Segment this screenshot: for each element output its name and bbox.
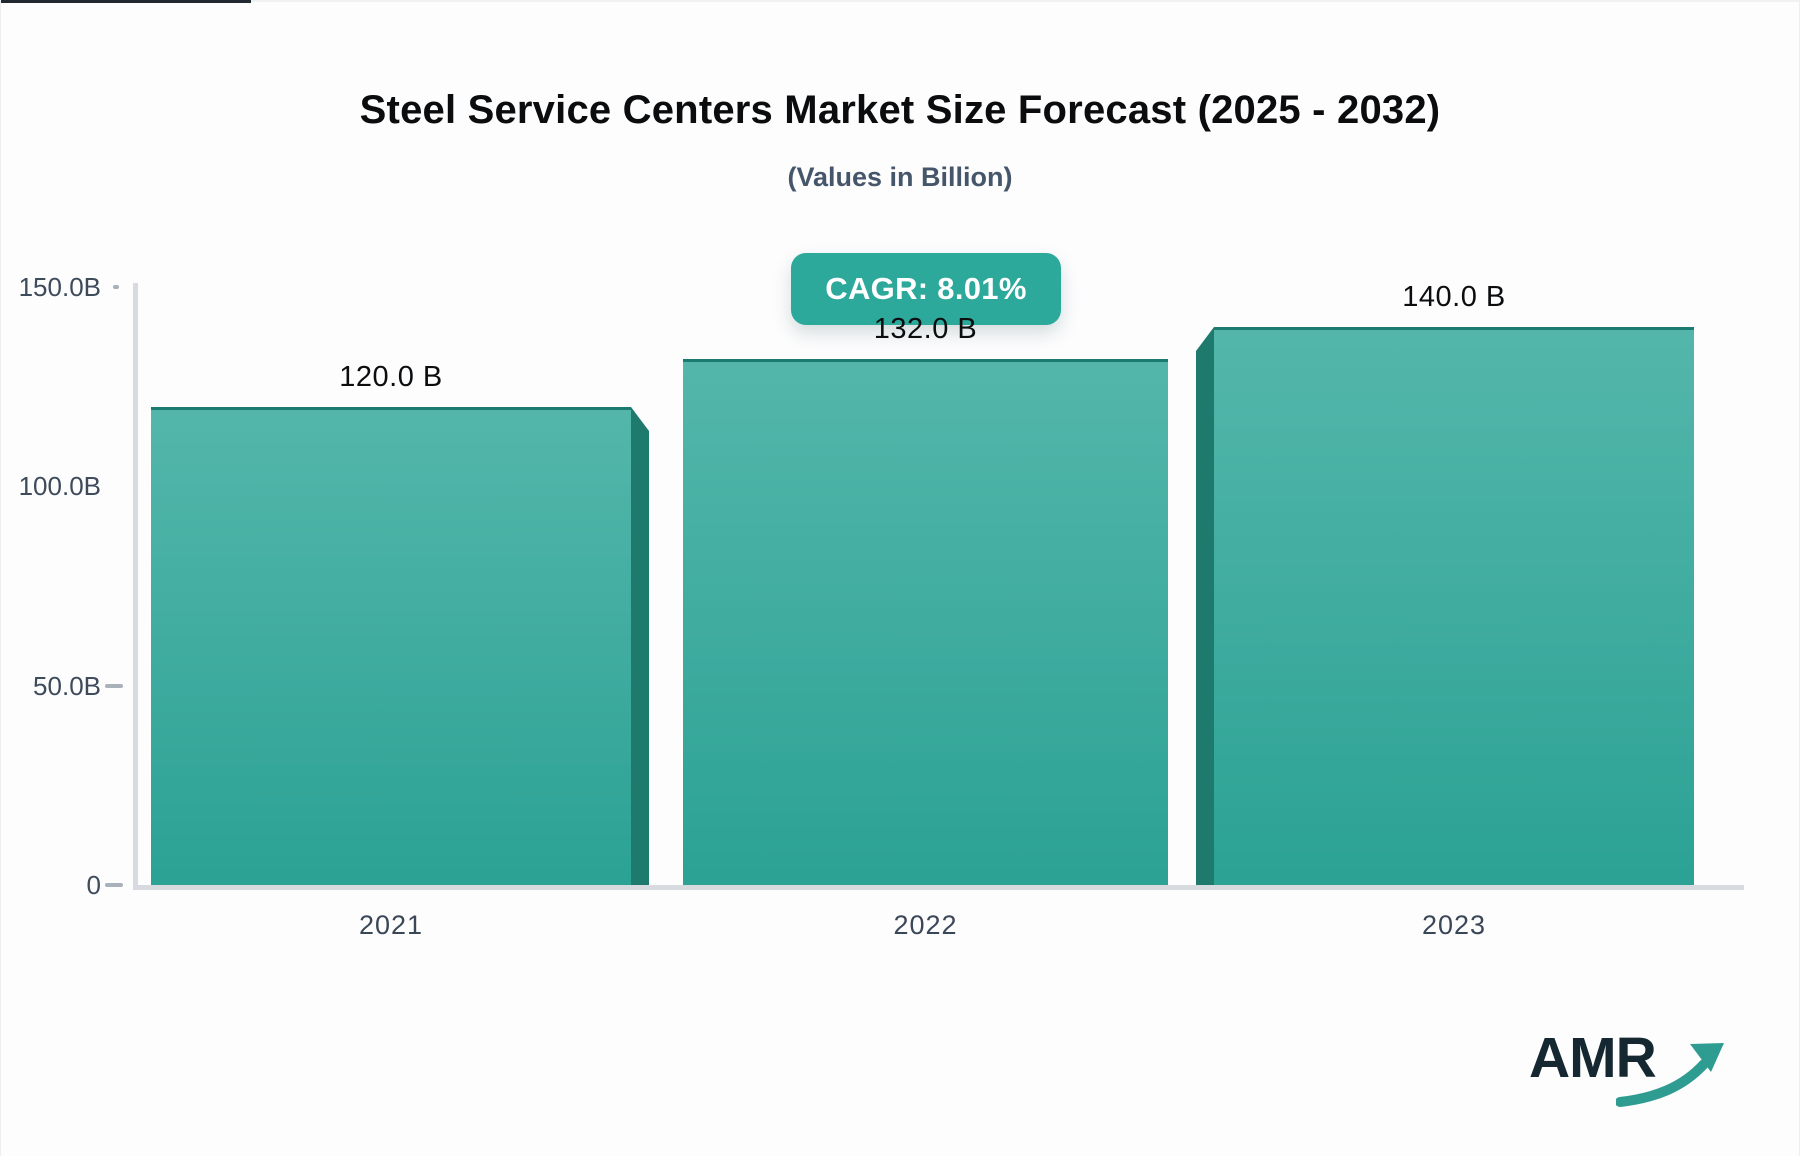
bar-value-label: 132.0 B bbox=[873, 313, 978, 345]
growth-arrow-icon bbox=[1615, 1043, 1724, 1107]
y-tick-mark bbox=[113, 285, 119, 289]
top-dark-segment bbox=[1, 0, 251, 3]
amr-logo-text: AMR bbox=[1529, 1026, 1657, 1090]
chart-subtitle: (Values in Billion) bbox=[787, 162, 1013, 192]
y-tick-label: 0 bbox=[86, 870, 101, 900]
x-category-label: 2022 bbox=[893, 910, 958, 940]
y-tick-mark bbox=[105, 684, 123, 688]
cagr-badge: CAGR: 8.01% bbox=[791, 253, 1061, 325]
bar-2021: 120.0 B 2021 bbox=[151, 361, 649, 940]
x-category-label: 2021 bbox=[358, 910, 424, 940]
y-tick-mark bbox=[105, 883, 123, 887]
top-hairline bbox=[1, 0, 1799, 2]
bar-2022: 132.0 B 2022 bbox=[683, 313, 1168, 940]
bar-fill bbox=[683, 359, 1168, 885]
y-tick-label: 50.0B bbox=[33, 671, 101, 701]
bar-2023: 140.0 B 2023 bbox=[1196, 281, 1694, 940]
bar-value-label: 120.0 B bbox=[339, 361, 443, 393]
bar-3d-edge bbox=[1196, 327, 1214, 885]
x-category-label: 2023 bbox=[1421, 910, 1487, 940]
chart-title: Steel Service Centers Market Size Foreca… bbox=[359, 88, 1441, 132]
y-tick-label: 100.0B bbox=[18, 471, 101, 501]
bar-fill bbox=[151, 407, 631, 885]
bar-3d-edge bbox=[631, 407, 649, 885]
bar-fill bbox=[1214, 327, 1694, 885]
amr-logo: AMR bbox=[1529, 1028, 1734, 1108]
y-axis-line bbox=[133, 283, 138, 890]
bar-value-label: 140.0 B bbox=[1402, 281, 1506, 313]
y-tick-label: 150.0B bbox=[18, 272, 101, 302]
x-axis-line bbox=[133, 885, 1744, 890]
